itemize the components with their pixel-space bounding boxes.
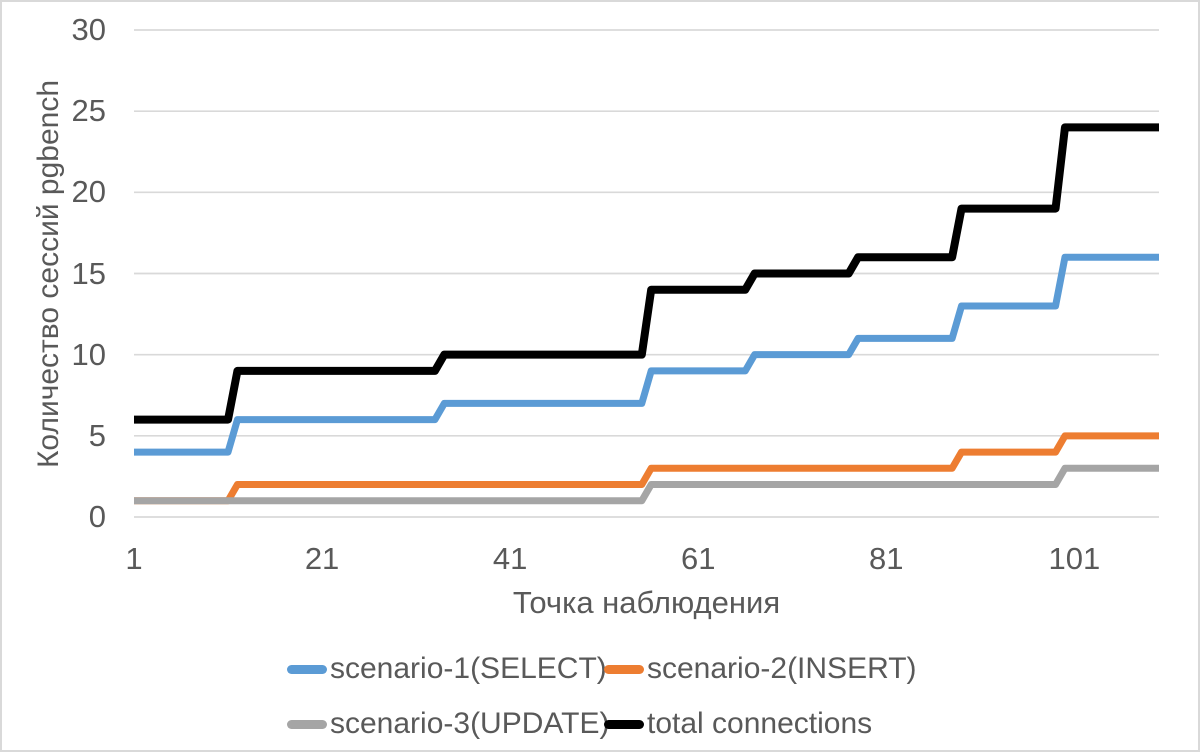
y-tick-label-10: 10 bbox=[71, 336, 106, 372]
series-line-scenario-2-insert bbox=[134, 432, 1159, 505]
legend-swatch-scenario-1-select bbox=[287, 664, 327, 674]
series-line-scenario-3-update bbox=[134, 464, 1159, 505]
legend-label-scenario-3-update: scenario-3(UPDATE) bbox=[330, 707, 610, 740]
legend-swatch-total-connections bbox=[604, 719, 644, 729]
y-tick-label-25: 25 bbox=[71, 93, 106, 129]
x-tick-label-81: 81 bbox=[869, 541, 904, 576]
legend-item-total-connections: total connections bbox=[604, 702, 872, 746]
legend-item-scenario-3-update: scenario-3(UPDATE) bbox=[287, 702, 610, 746]
y-tick-label-20: 20 bbox=[71, 174, 106, 210]
series-line-scenario-1-select bbox=[134, 253, 1159, 456]
y-tick-label-5: 5 bbox=[88, 417, 106, 453]
y-tick-label-30: 30 bbox=[71, 12, 106, 47]
legend-swatch-scenario-3-update bbox=[287, 719, 327, 729]
x-tick-label-101: 101 bbox=[1048, 541, 1101, 576]
x-tick-label-41: 41 bbox=[492, 541, 528, 576]
legend-item-scenario-2-insert: scenario-2(INSERT) bbox=[604, 647, 917, 691]
y-axis-title: Количество сессий pgbench bbox=[32, 79, 65, 469]
legend-label-scenario-2-insert: scenario-2(INSERT) bbox=[647, 652, 917, 685]
x-axis-title: Точка наблюдения bbox=[512, 585, 781, 620]
y-tick-label-0: 0 bbox=[88, 499, 106, 534]
y-tick-label-15: 15 bbox=[71, 255, 106, 291]
legend-label-total-connections: total connections bbox=[647, 707, 873, 740]
series-line-total-connections bbox=[134, 123, 1159, 424]
x-tick-label-21: 21 bbox=[304, 541, 340, 576]
x-tick-label-1: 1 bbox=[125, 541, 143, 576]
legend-label-scenario-1-select: scenario-1(SELECT) bbox=[330, 652, 607, 685]
legend-item-scenario-1-select: scenario-1(SELECT) bbox=[287, 647, 607, 691]
legend-swatch-scenario-2-insert bbox=[604, 664, 644, 674]
x-tick-label-61: 61 bbox=[680, 541, 716, 576]
